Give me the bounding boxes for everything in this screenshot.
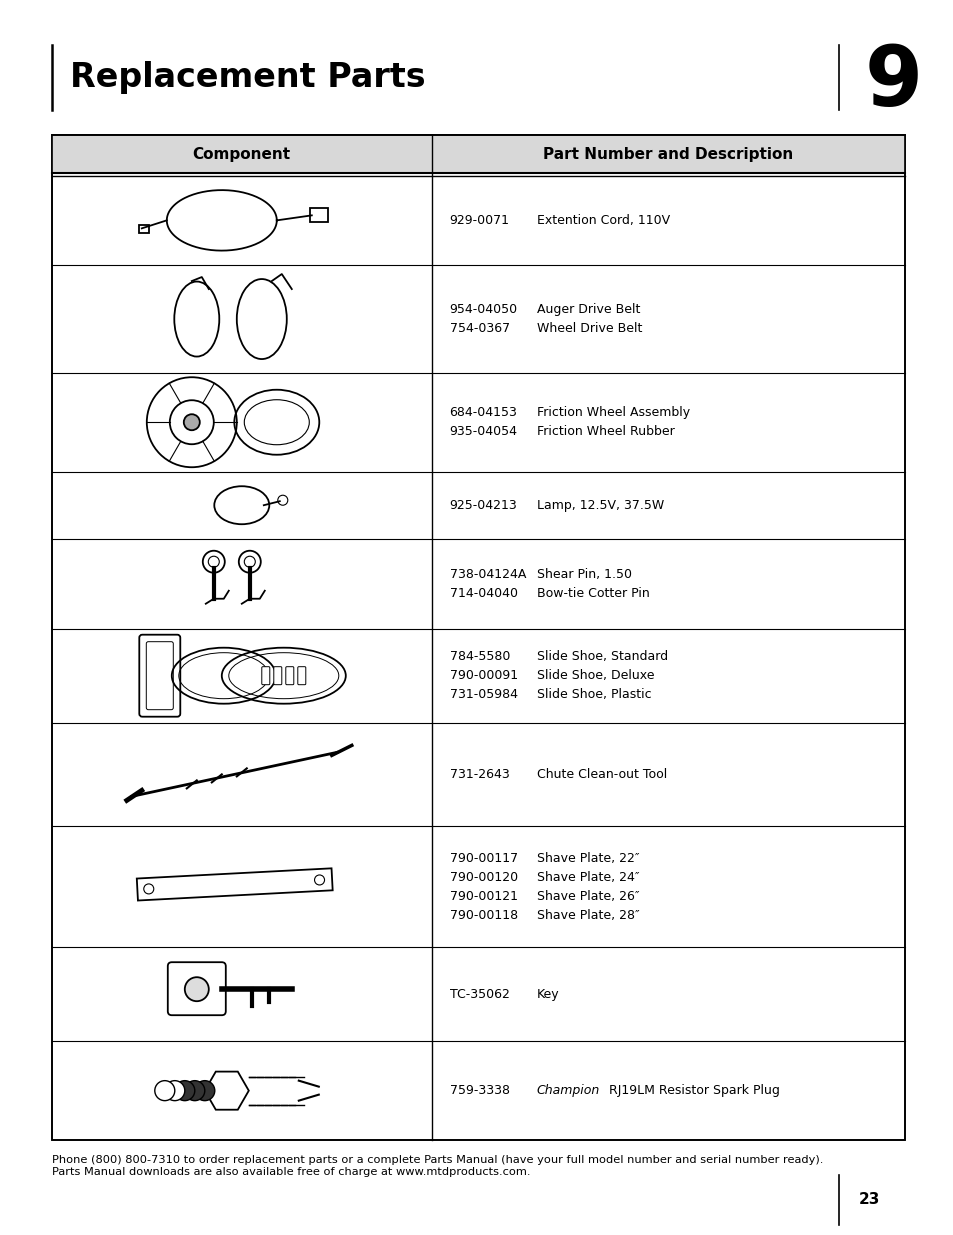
Text: 9: 9 xyxy=(864,42,923,124)
Ellipse shape xyxy=(214,487,269,524)
Text: Component: Component xyxy=(193,147,291,162)
Text: 731-2643: 731-2643 xyxy=(449,768,509,781)
Circle shape xyxy=(154,1081,174,1100)
Text: 759-3338: 759-3338 xyxy=(449,1084,509,1097)
Text: Part Number and Description: Part Number and Description xyxy=(542,147,793,162)
Text: 738-04124A: 738-04124A xyxy=(449,568,525,580)
Circle shape xyxy=(184,414,199,430)
Text: Friction Wheel Assembly: Friction Wheel Assembly xyxy=(536,406,689,419)
Text: 790-00117: 790-00117 xyxy=(449,852,517,864)
Text: 954-04050: 954-04050 xyxy=(449,303,517,316)
Text: Auger Drive Belt: Auger Drive Belt xyxy=(536,303,639,316)
Text: Champion: Champion xyxy=(536,1084,599,1097)
FancyBboxPatch shape xyxy=(274,667,281,684)
Bar xyxy=(136,868,333,900)
Text: 925-04213: 925-04213 xyxy=(449,499,517,511)
Text: 784-5580: 784-5580 xyxy=(449,650,510,663)
Text: Phone (800) 800-7310 to order replacement parts or a complete Parts Manual (have: Phone (800) 800-7310 to order replacemen… xyxy=(52,1155,822,1177)
Bar xyxy=(52,135,904,1140)
Text: Wheel Drive Belt: Wheel Drive Belt xyxy=(536,322,641,335)
Circle shape xyxy=(165,1081,185,1100)
Text: 684-04153: 684-04153 xyxy=(449,406,517,419)
FancyBboxPatch shape xyxy=(261,667,270,684)
Text: 790-00118: 790-00118 xyxy=(449,909,517,921)
Text: Shave Plate, 24″: Shave Plate, 24″ xyxy=(536,871,639,883)
Text: Chute Clean-out Tool: Chute Clean-out Tool xyxy=(536,768,666,781)
Text: Shave Plate, 22″: Shave Plate, 22″ xyxy=(536,852,639,864)
Text: Slide Shoe, Plastic: Slide Shoe, Plastic xyxy=(536,688,651,701)
Text: 714-04040: 714-04040 xyxy=(449,587,517,600)
Text: 754-0367: 754-0367 xyxy=(449,322,509,335)
Text: 790-00121: 790-00121 xyxy=(449,889,517,903)
Circle shape xyxy=(238,551,260,573)
Text: 929-0071: 929-0071 xyxy=(449,214,509,227)
Text: 790-00091: 790-00091 xyxy=(449,669,517,682)
Circle shape xyxy=(185,977,209,1002)
Text: 790-00120: 790-00120 xyxy=(449,871,517,883)
Text: Slide Shoe, Deluxe: Slide Shoe, Deluxe xyxy=(536,669,654,682)
Text: Slide Shoe, Standard: Slide Shoe, Standard xyxy=(536,650,667,663)
Text: Friction Wheel Rubber: Friction Wheel Rubber xyxy=(536,425,674,438)
Bar xyxy=(52,135,904,173)
FancyBboxPatch shape xyxy=(138,225,149,233)
Text: Bow-tie Cotter Pin: Bow-tie Cotter Pin xyxy=(536,587,649,600)
Text: Key: Key xyxy=(536,988,558,1000)
Text: TC-35062: TC-35062 xyxy=(449,988,509,1000)
Circle shape xyxy=(203,551,225,573)
Text: 935-04054: 935-04054 xyxy=(449,425,517,438)
Text: Shave Plate, 28″: Shave Plate, 28″ xyxy=(536,909,639,921)
Text: RJ19LM Resistor Spark Plug: RJ19LM Resistor Spark Plug xyxy=(608,1084,779,1097)
FancyBboxPatch shape xyxy=(168,962,226,1015)
Text: Lamp, 12.5V, 37.5W: Lamp, 12.5V, 37.5W xyxy=(536,499,663,511)
FancyBboxPatch shape xyxy=(297,667,306,684)
Text: Extention Cord, 110V: Extention Cord, 110V xyxy=(536,214,669,227)
Bar xyxy=(52,135,904,1140)
Text: Replacement Parts: Replacement Parts xyxy=(70,61,425,94)
Text: 731-05984: 731-05984 xyxy=(449,688,517,701)
Text: 23: 23 xyxy=(858,1193,879,1208)
Text: Shear Pin, 1.50: Shear Pin, 1.50 xyxy=(536,568,631,580)
FancyBboxPatch shape xyxy=(146,642,173,710)
Text: Shave Plate, 26″: Shave Plate, 26″ xyxy=(536,889,639,903)
Circle shape xyxy=(185,1081,205,1100)
FancyBboxPatch shape xyxy=(310,209,328,222)
Circle shape xyxy=(194,1081,214,1100)
Circle shape xyxy=(174,1081,194,1100)
FancyBboxPatch shape xyxy=(286,667,294,684)
